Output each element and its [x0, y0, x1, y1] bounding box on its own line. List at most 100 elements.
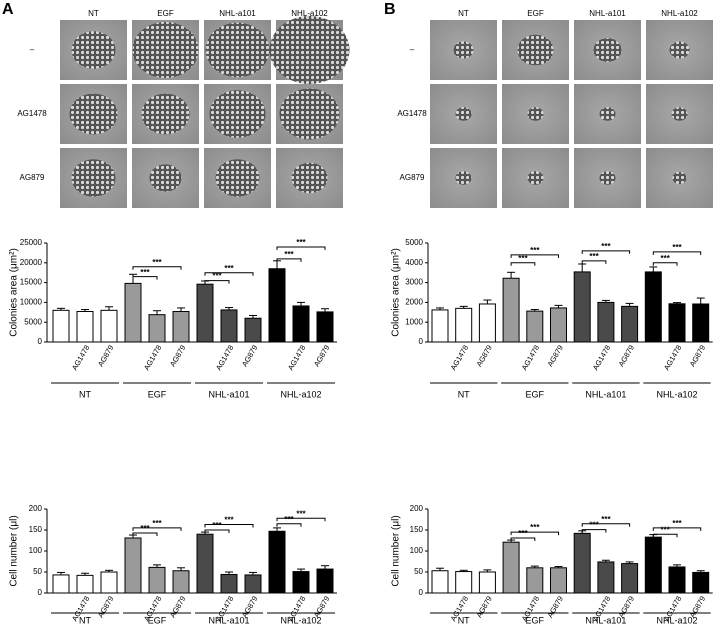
significance-bracket: [204, 272, 254, 276]
image-row-label: AG879: [400, 173, 425, 182]
bar: [148, 314, 166, 343]
y-tick-label: 100: [410, 546, 424, 555]
group-label: EGF: [526, 615, 545, 625]
panel-label: B: [384, 1, 396, 18]
bar: [502, 277, 520, 343]
bar: [455, 307, 473, 343]
bar: [573, 271, 591, 343]
x-tick-label: AG879: [688, 343, 707, 368]
significance-label: ***: [140, 524, 150, 533]
significance-bracket: [581, 529, 607, 533]
bar: [316, 568, 334, 594]
significance-label: ***: [530, 246, 540, 255]
bar: [52, 574, 70, 594]
bar: [292, 571, 310, 594]
y-tick-label: 10000: [20, 298, 43, 307]
x-tick-label: AG879: [545, 594, 564, 619]
y-axis-label: Colonies area (μm²): [9, 248, 20, 337]
y-tick-label: 0: [38, 588, 43, 597]
image-row-label: –: [410, 45, 415, 54]
y-tick-label: 15000: [20, 278, 43, 287]
significance-label: ***: [224, 516, 234, 525]
significance-label: ***: [672, 519, 682, 528]
bar: [148, 566, 166, 594]
significance-label: ***: [284, 515, 294, 524]
significance-bracket: [581, 250, 631, 254]
bar: [292, 305, 310, 343]
significance-label: ***: [212, 521, 222, 530]
significance-bracket: [652, 251, 702, 255]
y-tick-label: 5000: [24, 317, 42, 326]
colony: [455, 171, 472, 185]
significance-label: ***: [152, 519, 162, 528]
bar: [692, 571, 710, 594]
image-row-label: –: [30, 45, 35, 54]
y-tick-label: 150: [410, 525, 424, 534]
bar: [196, 283, 214, 343]
colony: [593, 38, 622, 62]
bar: [196, 533, 214, 594]
significance-label: ***: [660, 254, 670, 263]
colony: [149, 164, 182, 192]
bar: [244, 574, 262, 594]
bar: [172, 570, 190, 594]
colony: [279, 88, 340, 140]
bar: [526, 567, 544, 594]
x-tick-label: AG1478: [520, 343, 542, 371]
colony: [132, 21, 199, 79]
colony: [672, 172, 687, 184]
bar: [76, 574, 94, 594]
group-label: NT: [79, 389, 91, 399]
group-label: NHL-a102: [280, 389, 321, 399]
y-tick-label: 50: [33, 567, 42, 576]
bar: [268, 530, 286, 594]
significance-label: ***: [660, 525, 670, 534]
significance-bracket: [132, 527, 182, 531]
colony: [205, 22, 270, 78]
image-column-label: EGF: [527, 9, 544, 18]
image-column-label: NHL-a102: [291, 9, 328, 18]
colony: [71, 31, 116, 69]
significance-bracket: [276, 523, 302, 527]
x-tick-label: AG879: [96, 594, 115, 619]
group-label: NT: [458, 615, 470, 625]
bar: [621, 563, 639, 594]
bar: [76, 311, 94, 343]
image-row-label: AG879: [20, 173, 45, 182]
y-axis-label: Colonies area (μm²): [391, 248, 402, 337]
group-label: NT: [79, 615, 91, 625]
bar: [172, 311, 190, 343]
x-tick-label: AG879: [545, 343, 564, 368]
significance-label: ***: [518, 254, 528, 263]
bar: [550, 307, 567, 343]
bar: [124, 282, 142, 343]
y-tick-label: 0: [38, 337, 43, 346]
x-tick-label: AG879: [312, 343, 331, 368]
significance-bracket: [276, 246, 326, 250]
significance-bracket: [204, 529, 230, 533]
y-axis-label: Cell number (μl): [391, 515, 402, 586]
y-tick-label: 150: [29, 525, 43, 534]
significance-bracket: [581, 260, 607, 264]
significance-label: ***: [140, 268, 150, 277]
image-column-label: EGF: [157, 9, 174, 18]
bar: [668, 303, 686, 343]
significance-label: ***: [672, 243, 682, 252]
bar: [573, 532, 591, 594]
x-tick-label: AG879: [474, 343, 493, 368]
group-label: NHL-a101: [585, 389, 626, 399]
x-tick-label: AG879: [168, 343, 187, 368]
image-column-label: NT: [88, 9, 99, 18]
bar: [316, 311, 334, 343]
colony: [141, 93, 190, 135]
x-tick-label: AG879: [168, 594, 187, 619]
group-label: NHL-a102: [280, 615, 321, 625]
bar: [268, 268, 286, 343]
bar: [526, 310, 544, 343]
significance-bracket: [510, 531, 559, 536]
group-label: NT: [458, 389, 470, 399]
bar: [431, 309, 449, 343]
x-tick-label: AG879: [474, 594, 493, 619]
x-tick-label: AG1478: [591, 343, 613, 371]
